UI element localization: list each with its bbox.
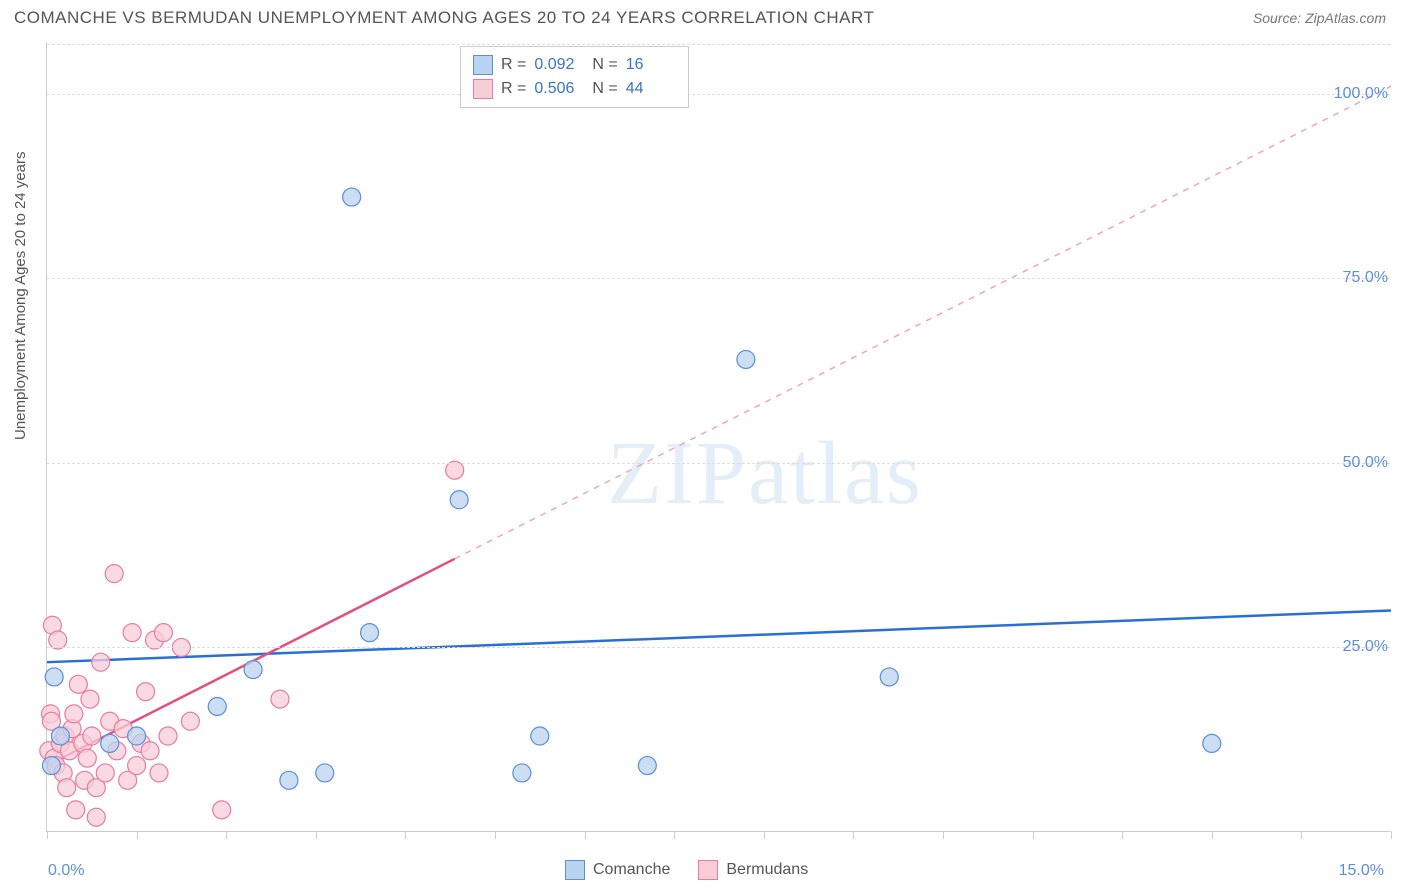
x-axis-min-label: 0.0% (48, 862, 84, 880)
source-attribution: Source: ZipAtlas.com (1253, 10, 1386, 26)
chart-plot-area: ZIPatlas (46, 42, 1390, 832)
y-tick-label: 100.0% (1334, 85, 1388, 103)
legend-item-comanche: Comanche (565, 860, 670, 880)
swatch-icon (473, 55, 493, 75)
swatch-icon (698, 860, 718, 880)
legend-row-bermudans: R = 0.506 N = 44 (473, 77, 676, 101)
x-axis-max-label: 15.0% (1339, 862, 1384, 880)
swatch-icon (565, 860, 585, 880)
scatter-plot-svg (47, 42, 1390, 831)
chart-title: COMANCHE VS BERMUDAN UNEMPLOYMENT AMONG … (14, 8, 874, 28)
legend-item-bermudans: Bermudans (698, 860, 808, 880)
y-axis-label: Unemployment Among Ages 20 to 24 years (12, 151, 29, 440)
chart-header: COMANCHE VS BERMUDAN UNEMPLOYMENT AMONG … (0, 0, 1406, 32)
swatch-icon (473, 79, 493, 99)
y-tick-label: 50.0% (1343, 454, 1388, 472)
series-legend: Comanche Bermudans (565, 860, 808, 880)
correlation-legend: R = 0.092 N = 16 R = 0.506 N = 44 (460, 46, 689, 108)
legend-row-comanche: R = 0.092 N = 16 (473, 53, 676, 77)
y-tick-label: 75.0% (1343, 269, 1388, 287)
y-tick-label: 25.0% (1343, 638, 1388, 656)
